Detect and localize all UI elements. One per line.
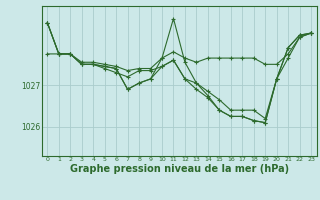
X-axis label: Graphe pression niveau de la mer (hPa): Graphe pression niveau de la mer (hPa) [70, 164, 289, 174]
